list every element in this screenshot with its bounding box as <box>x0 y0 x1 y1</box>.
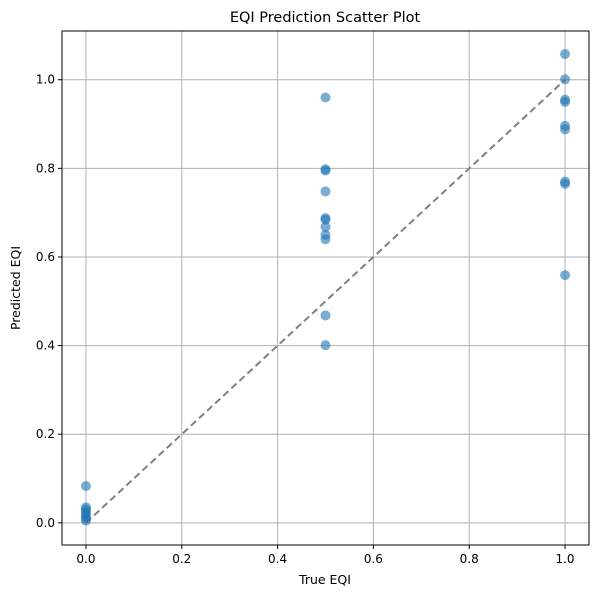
scatter-point <box>320 221 331 232</box>
scatter-point <box>320 340 331 351</box>
x-tick-label: 0.0 <box>76 552 95 566</box>
x-axis-ticks: 0.0 0.2 0.4 0.6 0.8 1.0 <box>76 545 575 566</box>
y-tick-label: 0.4 <box>36 339 55 353</box>
plot-frame <box>61 30 590 546</box>
scatter-point <box>80 481 91 492</box>
y-tick-label: 1.0 <box>36 73 55 87</box>
y-tick-label: 0.8 <box>36 161 55 175</box>
y-tick-label: 0.6 <box>36 250 55 264</box>
y-axis-label: Predicted EQI <box>8 246 23 330</box>
scatter-point <box>80 515 91 526</box>
x-axis-label: True EQI <box>298 572 351 587</box>
scatter-point <box>560 270 571 281</box>
x-tick-label: 0.4 <box>268 552 287 566</box>
x-tick-label: 0.6 <box>364 552 383 566</box>
x-tick-label: 1.0 <box>555 552 574 566</box>
y-tick-label: 0.0 <box>36 516 55 530</box>
scatter-point <box>320 92 331 103</box>
x-tick-label: 0.2 <box>172 552 191 566</box>
scatter-point <box>560 49 571 60</box>
y-tick-label: 0.2 <box>36 427 55 441</box>
scatter-point <box>320 214 331 225</box>
scatter-point <box>560 124 571 135</box>
x-tick-label: 0.8 <box>460 552 479 566</box>
chart-title: EQI Prediction Scatter Plot <box>230 10 421 26</box>
scatter-point <box>560 74 571 85</box>
scatter-point <box>320 234 331 245</box>
scatter-point <box>320 165 331 176</box>
scatter-points <box>80 49 571 526</box>
scatter-point <box>320 186 331 197</box>
scatter-point <box>560 178 571 189</box>
scatter-point <box>560 96 571 107</box>
y-axis-ticks: 0.0 0.2 0.4 0.6 0.8 1.0 <box>36 73 62 530</box>
scatter-point <box>320 310 331 321</box>
reference-line-group <box>85 79 566 524</box>
reference-line <box>85 79 566 524</box>
